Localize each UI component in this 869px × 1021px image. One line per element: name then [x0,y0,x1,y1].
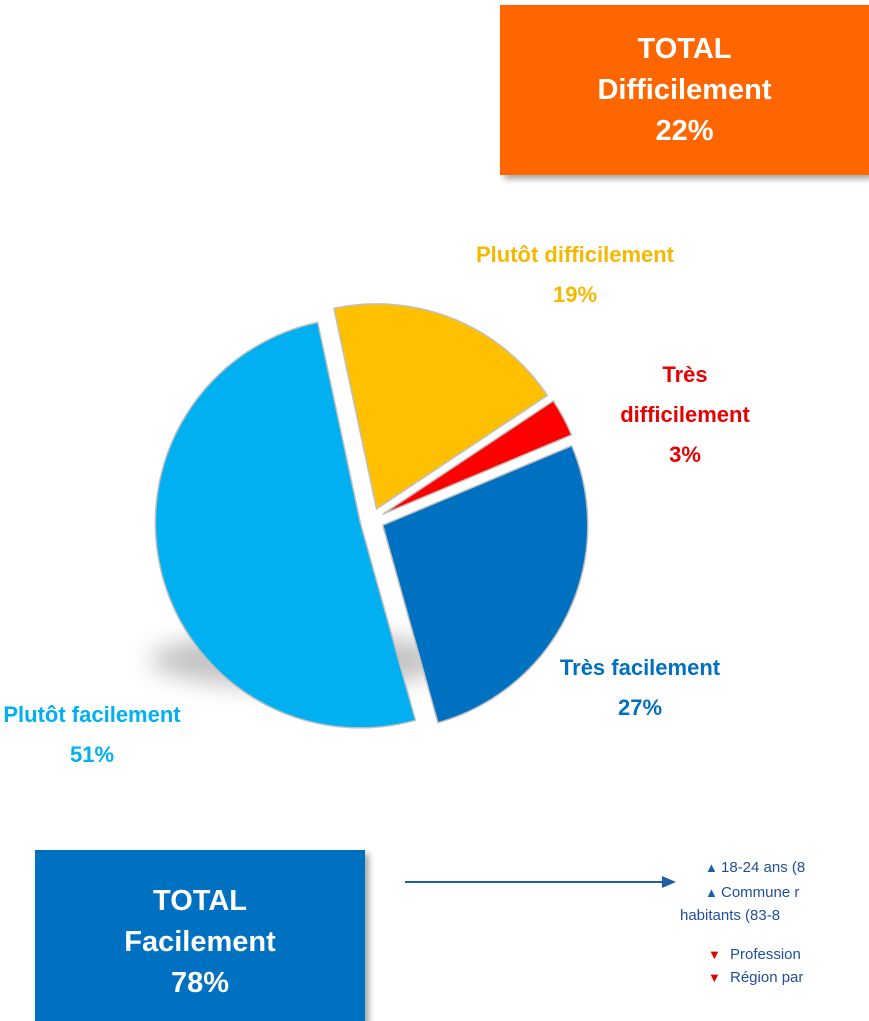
total-name: Difficilement [597,73,772,106]
category-label: Très facilement [559,655,721,680]
total-title: TOTAL [153,885,247,917]
pie-slice [382,399,573,516]
note-text: habitants (83-8 [680,907,781,924]
note-text: Région par [730,969,804,986]
category-label: Très difficilement [620,362,750,427]
total-value: 22% [655,114,714,147]
total-box: TOTAL Facilement 78% [35,850,365,1021]
note: habitants (83-8 [680,907,780,924]
pie-slice [381,444,589,724]
note-text: Commune r [721,884,800,901]
total-title: TOTAL [637,32,732,65]
slice-label: Très difficilement 3% [600,355,770,475]
category-label: Plutôt difficilement [476,242,674,267]
note: ▲ Commune r [705,884,799,901]
total-value: 78% [170,967,230,999]
value-label: 27% [617,695,663,720]
slice-label: Plutôt difficilement 19% [475,235,675,315]
value-label: 51% [69,742,115,767]
down-marker: ▼ [708,947,721,962]
note: ▼ Profession [708,946,801,963]
slice-label: Plutôt facilement 51% [2,695,182,775]
down-marker: ▼ [708,970,721,985]
up-marker: ▲ [705,885,718,900]
slice-label: Très facilement 27% [555,648,725,728]
arrow-head [662,876,676,888]
pie-slice [154,321,417,729]
total-name: Facilement [124,926,276,958]
note-text: 18-24 ans (8 [721,859,806,876]
note: ▼ Région par [708,969,803,986]
category-label: Plutôt facilement [3,702,181,727]
value-label: 3% [669,442,701,467]
total-box: TOTAL Difficilement 22% [500,5,869,175]
pie-slice [333,303,549,511]
note: ▲ 18-24 ans (8 [705,859,805,876]
up-marker: ▲ [705,860,718,875]
note-text: Profession [730,946,801,963]
value-label: 19% [552,282,598,307]
